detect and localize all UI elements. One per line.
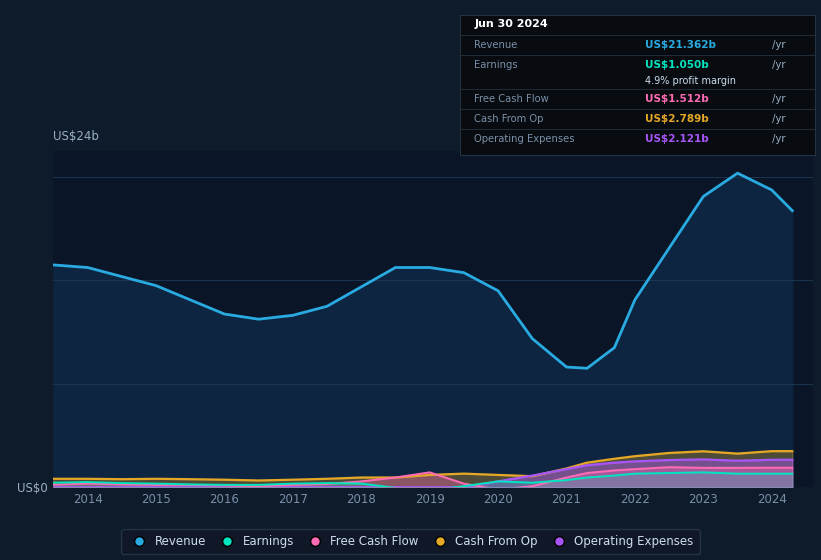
Text: US$2.789b: US$2.789b (644, 114, 709, 124)
Text: US$1.512b: US$1.512b (644, 94, 709, 104)
Text: US$21.362b: US$21.362b (644, 40, 716, 50)
Text: Free Cash Flow: Free Cash Flow (475, 94, 549, 104)
Text: US$24b: US$24b (53, 130, 99, 143)
Text: US$1.050b: US$1.050b (644, 60, 709, 70)
Text: /yr: /yr (768, 114, 786, 124)
Text: Jun 30 2024: Jun 30 2024 (475, 19, 548, 29)
Text: /yr: /yr (768, 134, 786, 144)
Text: 4.9% profit margin: 4.9% profit margin (644, 76, 736, 86)
Text: Operating Expenses: Operating Expenses (475, 134, 575, 144)
Text: Cash From Op: Cash From Op (475, 114, 544, 124)
Text: /yr: /yr (768, 94, 786, 104)
Text: US$2.121b: US$2.121b (644, 134, 709, 144)
Legend: Revenue, Earnings, Free Cash Flow, Cash From Op, Operating Expenses: Revenue, Earnings, Free Cash Flow, Cash … (122, 529, 699, 554)
Text: Earnings: Earnings (475, 60, 518, 70)
Text: /yr: /yr (768, 40, 786, 50)
Text: /yr: /yr (768, 60, 786, 70)
Text: Revenue: Revenue (475, 40, 517, 50)
